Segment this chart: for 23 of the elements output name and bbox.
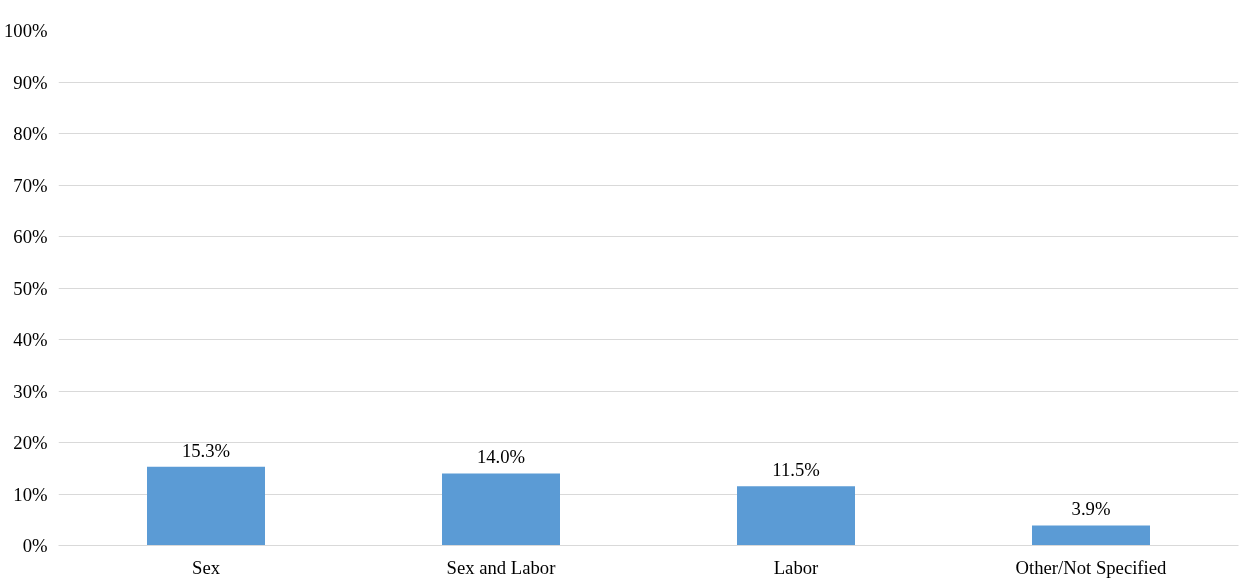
data-label: 11.5% (772, 459, 820, 481)
data-label: 15.3% (181, 439, 231, 461)
bar (737, 486, 855, 546)
y-tick-label: 0% (22, 535, 48, 556)
data-label: 14.0% (476, 446, 526, 468)
y-tick-label: 90% (13, 71, 48, 93)
bar (1032, 525, 1150, 546)
y-tick-label: 20% (13, 432, 48, 453)
y-tick-label: 50% (13, 277, 48, 299)
x-tick-label: Sex (192, 556, 221, 578)
bar (442, 473, 560, 546)
y-tick-label: 80% (13, 123, 48, 144)
y-tick-label: 60% (13, 226, 48, 247)
data-label: 3.9% (1071, 498, 1111, 520)
x-tick-label: Sex and Labor (446, 556, 557, 578)
bar (147, 466, 265, 546)
y-tick-label: 70% (13, 174, 48, 196)
y-tick-label: 30% (13, 380, 48, 402)
y-tick-label: 100% (3, 20, 48, 41)
y-tick-label: 10% (13, 483, 48, 505)
x-tick-label: Other/Not Specified (1015, 556, 1168, 578)
y-tick-label: 40% (13, 329, 48, 350)
x-tick-label: Labor (773, 556, 820, 578)
